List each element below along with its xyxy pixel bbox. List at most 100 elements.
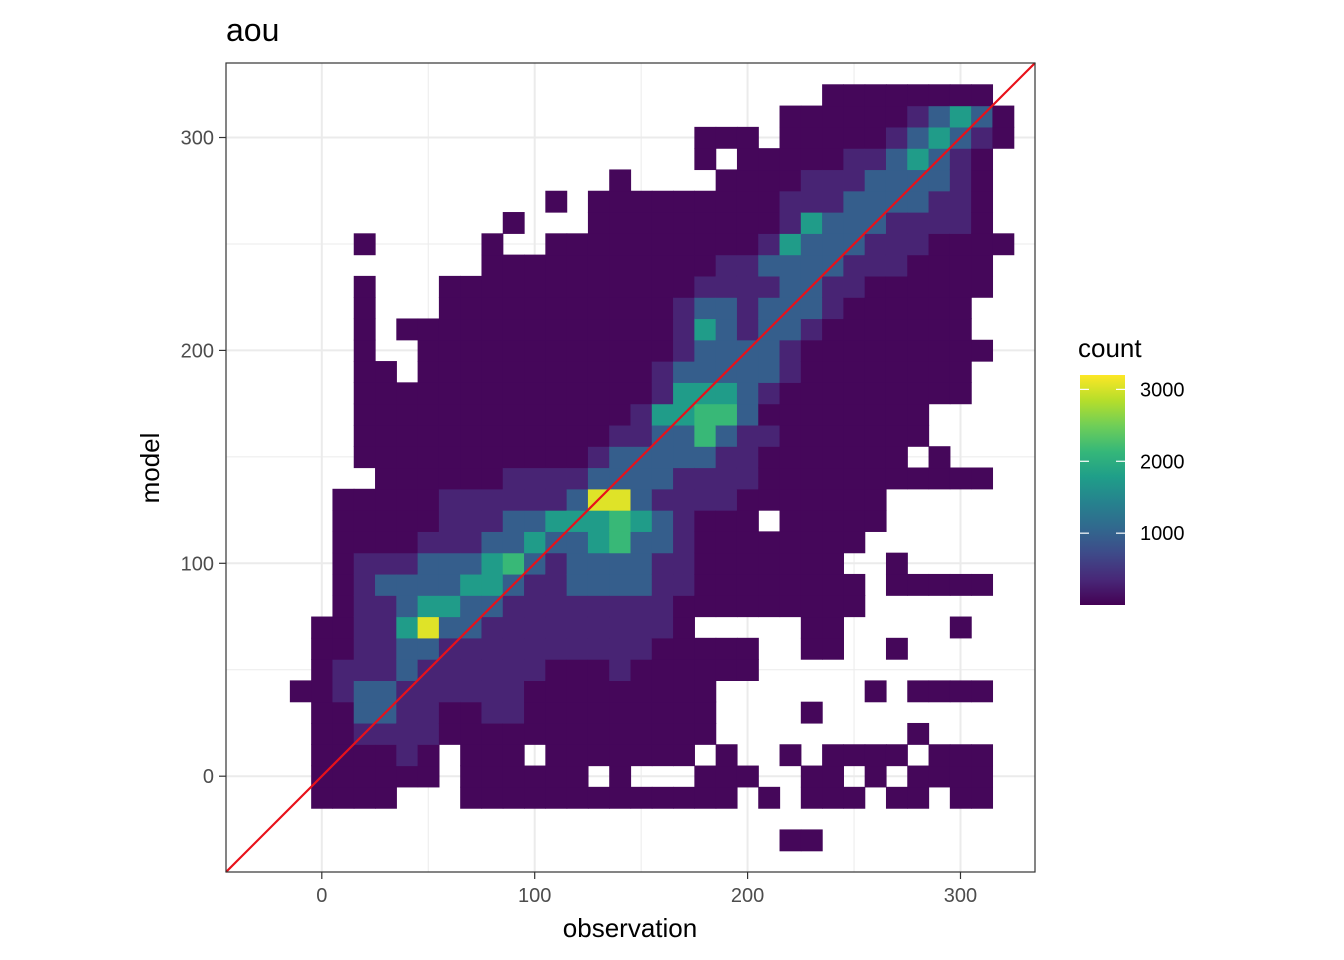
heatmap-bin [481, 275, 504, 298]
heatmap-bin [332, 659, 355, 681]
heatmap-bin [630, 361, 653, 383]
heatmap-bin [502, 510, 525, 532]
heatmap-bin [928, 765, 951, 788]
heatmap-bin [949, 573, 972, 596]
heatmap-bin [715, 637, 738, 660]
heatmap-bin [715, 510, 738, 532]
heatmap-bin [630, 510, 653, 532]
heatmap-bin [971, 339, 994, 362]
heatmap-bin [779, 382, 802, 405]
heatmap-bin [992, 126, 1015, 149]
heatmap-bin [566, 659, 589, 681]
heatmap-bin [715, 744, 738, 767]
heatmap-bin [843, 318, 866, 341]
heatmap-bin [907, 297, 930, 320]
heatmap-bin [822, 573, 844, 596]
heatmap-bin [885, 382, 908, 405]
heatmap-bin [779, 275, 802, 298]
heatmap-bin [630, 659, 653, 681]
heatmap-bin [438, 424, 461, 447]
heatmap-bin [524, 531, 546, 554]
heatmap-bin [694, 318, 717, 341]
heatmap-bin [375, 637, 397, 660]
heatmap-bin [502, 488, 525, 511]
heatmap-bin [736, 446, 759, 469]
heatmap-bin [630, 212, 653, 234]
heatmap-bin [694, 722, 717, 745]
heatmap-bin [396, 318, 419, 341]
heatmap-bin [566, 488, 589, 511]
heatmap-bin [587, 446, 610, 469]
heatmap-bin [545, 297, 568, 320]
heatmap-bin [630, 297, 653, 320]
heatmap-bin [822, 744, 844, 767]
heatmap-bin [460, 680, 483, 703]
heatmap-bin [460, 552, 483, 575]
heatmap-bin [673, 701, 695, 724]
heatmap-bin [609, 786, 632, 809]
heatmap-bin [609, 382, 632, 405]
heatmap-bin [524, 595, 546, 618]
heatmap-bin [609, 361, 632, 383]
heatmap-bin [949, 616, 972, 639]
heatmap-bin [673, 637, 695, 660]
heatmap-bin [694, 510, 717, 532]
heatmap-bin [481, 446, 504, 469]
plot-border [225, 62, 1036, 873]
heatmap-bin [885, 148, 908, 171]
heatmap-bin [779, 467, 802, 490]
heatmap-bin [438, 531, 461, 554]
heatmap-bin [843, 275, 866, 298]
heatmap-bin [651, 361, 674, 383]
heatmap-bin [673, 531, 695, 554]
heatmap-bin [651, 659, 674, 681]
heatmap-bin [396, 552, 419, 575]
heatmap-bin [673, 446, 695, 469]
heatmap-bin [864, 233, 887, 256]
heatmap-bin [907, 403, 930, 426]
heatmap-bin [694, 467, 717, 490]
heatmap-bin [651, 339, 674, 362]
heatmap-bin [736, 488, 759, 511]
legend-title: count [1078, 333, 1142, 363]
heatmap-bin [460, 595, 483, 618]
heatmap-bin [502, 297, 525, 320]
heatmap-bin [396, 467, 419, 490]
heatmap-bin [885, 169, 908, 192]
heatmap-bin [715, 595, 738, 618]
heatmap-bin [694, 659, 717, 681]
heatmap-bin [779, 595, 802, 618]
heatmap-bin [417, 701, 440, 724]
heatmap-bin [375, 510, 397, 532]
heatmap-bin [609, 190, 632, 213]
heatmap-bin [417, 722, 440, 745]
heatmap-bin [566, 744, 589, 767]
heatmap-bin [587, 361, 610, 383]
heatmap-bin [630, 467, 653, 490]
heatmap-bin [822, 637, 844, 660]
heatmap-bin [822, 552, 844, 575]
heatmap-bin [438, 446, 461, 469]
heatmap-bin [907, 361, 930, 383]
heatmap-bin [630, 382, 653, 405]
heatmap-bin [715, 382, 738, 405]
heatmap-bin [971, 254, 994, 277]
heatmap-bin [353, 403, 376, 426]
heatmap-bin [800, 446, 823, 469]
heatmap-bin [460, 361, 483, 383]
heatmap-bin [524, 510, 546, 532]
heatmap-bin [971, 233, 994, 256]
heatmap-bin [673, 786, 695, 809]
heatmap-bin [524, 254, 546, 277]
heatmap-bin [673, 382, 695, 405]
heatmap-bin [587, 659, 610, 681]
heatmap-bin [609, 595, 632, 618]
heatmap-bin [779, 190, 802, 213]
heatmap-bins [289, 84, 1015, 852]
heatmap-bin [822, 361, 844, 383]
heatmap-bin [971, 84, 994, 107]
heatmap-bin [481, 765, 504, 788]
heatmap-bin [715, 126, 738, 149]
heatmap-bin [566, 424, 589, 447]
heatmap-bin [311, 637, 334, 660]
